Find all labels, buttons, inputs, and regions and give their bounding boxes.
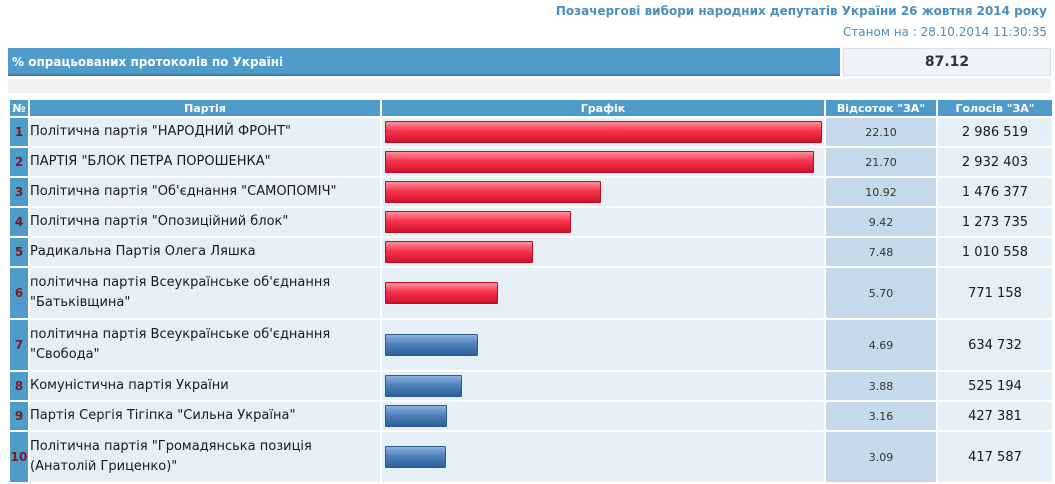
table-row: 4 Політична партія "Опозиційний блок" 9.42…: [10, 208, 1052, 236]
result-bar: [385, 211, 571, 233]
party-name: Комуністична партія України: [30, 372, 380, 400]
row-number: 8: [10, 372, 28, 400]
column-header-number: №: [10, 100, 28, 116]
separator: [8, 79, 1051, 93]
result-bar: [385, 375, 462, 397]
row-number: 5: [10, 238, 28, 266]
percent-value: 7.48: [826, 238, 936, 266]
result-chart-cell: [382, 402, 824, 430]
votes-value: 427 381: [938, 402, 1052, 430]
result-bar: [385, 334, 478, 356]
column-header-percent: Відсоток "ЗА": [826, 100, 936, 116]
party-name: ПАРТІЯ "БЛОК ПЕТРА ПОРОШЕНКА": [30, 148, 380, 176]
votes-value: 417 587: [938, 432, 1052, 482]
results-table: № Партія Графік Відсоток "ЗА" Голосів "З…: [8, 98, 1054, 484]
row-number: 3: [10, 178, 28, 206]
party-name: Політична партія "НАРОДНИЙ ФРОНТ": [30, 118, 380, 146]
table-row: 6 політична партія Всеукраїнське об'єднан…: [10, 268, 1052, 318]
column-header-chart: Графік: [382, 100, 824, 116]
percent-value: 5.70: [826, 268, 936, 318]
result-bar-track: [385, 211, 824, 233]
result-bar-track: [385, 405, 824, 427]
votes-value: 634 732: [938, 320, 1052, 370]
percent-value: 21.70: [826, 148, 936, 176]
party-name: Політична партія "Громадянська позиція (…: [30, 432, 380, 482]
result-bar-track: [385, 151, 824, 173]
table-row: 3 Політична партія "Об'єднання "САМОПОМІЧ…: [10, 178, 1052, 206]
result-chart-cell: [382, 118, 824, 146]
percent-value: 3.88: [826, 372, 936, 400]
table-row: 5 Радикальна Партія Олега Ляшка 7.48 1 010 …: [10, 238, 1052, 266]
table-row: 9 Партія Сергія Тігіпка "Сильна Україна" 3…: [10, 402, 1052, 430]
percent-value: 10.92: [826, 178, 936, 206]
result-bar-track: [385, 334, 824, 356]
result-chart-cell: [382, 238, 824, 266]
row-number: 2: [10, 148, 28, 176]
row-number: 9: [10, 402, 28, 430]
table-row: 8 Комуністична партія України 3.88 525 194: [10, 372, 1052, 400]
result-bar-track: [385, 375, 824, 397]
result-chart-cell: [382, 320, 824, 370]
percent-value: 3.16: [826, 402, 936, 430]
row-number: 6: [10, 268, 28, 318]
party-name: Політична партія "Об'єднання "САМОПОМІЧ": [30, 178, 380, 206]
votes-value: 2 932 403: [938, 148, 1052, 176]
party-name: Партія Сергія Тігіпка "Сильна Україна": [30, 402, 380, 430]
percent-value: 22.10: [826, 118, 936, 146]
status-timestamp: Станом на : 28.10.2014 11:30:35: [842, 25, 1047, 39]
result-chart-cell: [382, 208, 824, 236]
percent-value: 3.09: [826, 432, 936, 482]
processed-protocols-value: 87.12: [843, 48, 1051, 76]
result-chart-cell: [382, 268, 824, 318]
result-bar-track: [385, 181, 824, 203]
party-name: політична партія Всеукраїнське об'єднанн…: [30, 320, 380, 370]
party-name: Радикальна Партія Олега Ляшка: [30, 238, 380, 266]
percent-value: 4.69: [826, 320, 936, 370]
table-header-row: № Партія Графік Відсоток "ЗА" Голосів "З…: [10, 100, 1052, 116]
table-row: 7 політична партія Всеукраїнське об'єднан…: [10, 320, 1052, 370]
percent-value: 9.42: [826, 208, 936, 236]
result-bar: [385, 446, 446, 468]
votes-value: 1 476 377: [938, 178, 1052, 206]
result-bar: [385, 241, 533, 263]
votes-value: 525 194: [938, 372, 1052, 400]
result-chart-cell: [382, 178, 824, 206]
table-row: 2 ПАРТІЯ "БЛОК ПЕТРА ПОРОШЕНКА" 21.70 2 932…: [10, 148, 1052, 176]
row-number: 1: [10, 118, 28, 146]
votes-value: 2 986 519: [938, 118, 1052, 146]
result-bar: [385, 181, 601, 203]
result-bar-track: [385, 446, 824, 468]
result-chart-cell: [382, 148, 824, 176]
result-bar-track: [385, 241, 824, 263]
party-name: Політична партія "Опозиційний блок": [30, 208, 380, 236]
result-bar: [385, 405, 447, 427]
election-title: Позачергові вибори народних депутатів Ук…: [555, 4, 1047, 18]
result-bar-track: [385, 121, 824, 143]
processed-protocols-label: % опрацьованих протоколів по Україні: [8, 48, 840, 76]
result-bar: [385, 121, 822, 143]
table-row: 1 Політична партія "НАРОДНИЙ ФРОНТ" 22.10 2…: [10, 118, 1052, 146]
votes-value: 1 273 735: [938, 208, 1052, 236]
result-bar: [385, 151, 814, 173]
party-name: політична партія Всеукраїнське об'єднанн…: [30, 268, 380, 318]
row-number: 4: [10, 208, 28, 236]
votes-value: 771 158: [938, 268, 1052, 318]
result-bar-track: [385, 282, 824, 304]
row-number: 7: [10, 320, 28, 370]
column-header-party: Партія: [30, 100, 380, 116]
row-number: 10: [10, 432, 28, 482]
column-header-votes: Голосів "ЗА": [938, 100, 1052, 116]
table-row: 10 Політична партія "Громадянська позиція…: [10, 432, 1052, 482]
result-bar: [385, 282, 498, 304]
votes-value: 1 010 558: [938, 238, 1052, 266]
result-chart-cell: [382, 432, 824, 482]
result-chart-cell: [382, 372, 824, 400]
